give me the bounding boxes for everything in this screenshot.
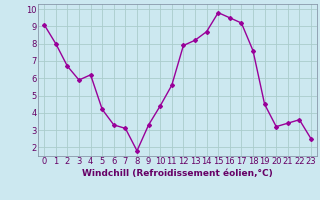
X-axis label: Windchill (Refroidissement éolien,°C): Windchill (Refroidissement éolien,°C)	[82, 169, 273, 178]
